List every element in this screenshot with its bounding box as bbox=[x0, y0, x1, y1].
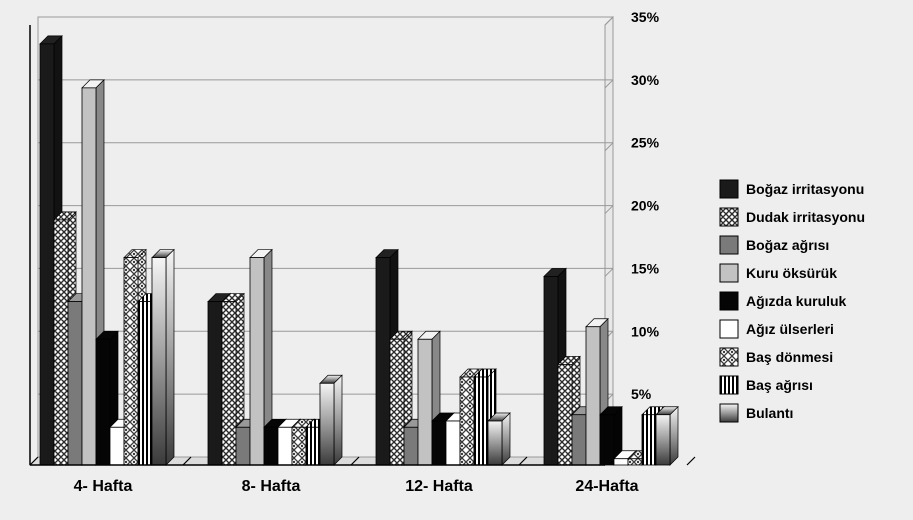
legend-item: Baş dönmesi bbox=[720, 348, 905, 366]
legend-item: Baş ağrısı bbox=[720, 376, 905, 394]
bar-front bbox=[82, 88, 96, 465]
legend: Boğaz irritasyonu Dudak irritasyonu Boğaz … bbox=[720, 180, 905, 432]
bar-front bbox=[460, 377, 474, 465]
bar-front bbox=[446, 421, 460, 465]
bar-front bbox=[236, 427, 250, 465]
bar-front bbox=[572, 415, 586, 465]
legend-item: Ağız ülserleri bbox=[720, 320, 905, 338]
legend-item: Dudak irritasyonu bbox=[720, 208, 905, 226]
bar-front bbox=[250, 258, 264, 465]
bar-front bbox=[600, 415, 614, 465]
bar-front bbox=[558, 364, 572, 465]
bar-front bbox=[152, 258, 166, 465]
bar-front bbox=[432, 421, 446, 465]
legend-item: Bulantı bbox=[720, 404, 905, 422]
legend-label: Boğaz irritasyonu bbox=[746, 181, 864, 197]
bar-front bbox=[264, 427, 278, 465]
legend-item: Ağızda kuruluk bbox=[720, 292, 905, 310]
y-tick-label: 5% bbox=[631, 386, 652, 402]
bar-front bbox=[68, 302, 82, 465]
bar-front bbox=[54, 220, 68, 465]
y-tick-label: 35% bbox=[631, 9, 660, 25]
bar-side bbox=[670, 407, 678, 465]
bar-front bbox=[614, 459, 628, 465]
legend-label: Boğaz ağrısı bbox=[746, 237, 829, 253]
legend-item: Kuru öksürük bbox=[720, 264, 905, 282]
legend-swatch bbox=[720, 292, 738, 310]
bar-front bbox=[138, 302, 152, 465]
legend-label: Baş ağrısı bbox=[746, 377, 813, 393]
bar-front bbox=[418, 339, 432, 465]
bar-front bbox=[390, 339, 404, 465]
bar-front bbox=[306, 427, 320, 465]
legend-swatch bbox=[720, 320, 738, 338]
bar-front bbox=[376, 258, 390, 465]
legend-item: Boğaz irritasyonu bbox=[720, 180, 905, 198]
legend-label: Dudak irritasyonu bbox=[746, 209, 865, 225]
bar-front bbox=[544, 276, 558, 465]
x-category-label: 8- Hafta bbox=[242, 478, 301, 495]
bar-side bbox=[166, 250, 174, 465]
bar-front bbox=[208, 302, 222, 465]
legend-label: Bulantı bbox=[746, 405, 793, 421]
bar-front bbox=[628, 459, 642, 465]
legend-swatch bbox=[720, 208, 738, 226]
chart-area: 0%5%10%15%20%25%30%35%4- Hafta8- Hafta12… bbox=[10, 10, 720, 510]
bar-front bbox=[320, 383, 334, 465]
bar-side bbox=[502, 413, 510, 465]
y-tick-label: 30% bbox=[631, 72, 660, 88]
x-category-label: 24-Hafta bbox=[575, 478, 638, 495]
legend-label: Ağız ülserleri bbox=[746, 321, 834, 337]
y-tick-label: 15% bbox=[631, 260, 660, 276]
legend-swatch bbox=[720, 376, 738, 394]
chart-svg: 0%5%10%15%20%25%30%35%4- Hafta8- Hafta12… bbox=[10, 10, 720, 510]
bar-front bbox=[110, 427, 124, 465]
bar-front bbox=[222, 302, 236, 465]
legend-label: Kuru öksürük bbox=[746, 265, 837, 281]
bar-front bbox=[474, 377, 488, 465]
bar-front bbox=[656, 415, 670, 465]
x-category-label: 12- Hafta bbox=[405, 478, 473, 495]
legend-label: Ağızda kuruluk bbox=[746, 293, 846, 309]
x-category-label: 4- Hafta bbox=[74, 478, 133, 495]
legend-item: Boğaz ağrısı bbox=[720, 236, 905, 254]
legend-swatch bbox=[720, 264, 738, 282]
bar-front bbox=[404, 427, 418, 465]
y-tick-label: 20% bbox=[631, 198, 660, 214]
bar-front bbox=[586, 327, 600, 465]
y-tick-label: 10% bbox=[631, 323, 660, 339]
bar-front bbox=[292, 427, 306, 465]
bar-front bbox=[124, 258, 138, 465]
bar-front bbox=[96, 339, 110, 465]
legend-label: Baş dönmesi bbox=[746, 349, 833, 365]
y-tick-label: 25% bbox=[631, 135, 660, 151]
bar-side bbox=[334, 375, 342, 465]
bar-front bbox=[642, 415, 656, 465]
legend-swatch bbox=[720, 404, 738, 422]
legend-swatch bbox=[720, 236, 738, 254]
bar-front bbox=[40, 44, 54, 465]
bar-front bbox=[278, 427, 292, 465]
legend-swatch bbox=[720, 180, 738, 198]
bar-front bbox=[488, 421, 502, 465]
legend-swatch bbox=[720, 348, 738, 366]
